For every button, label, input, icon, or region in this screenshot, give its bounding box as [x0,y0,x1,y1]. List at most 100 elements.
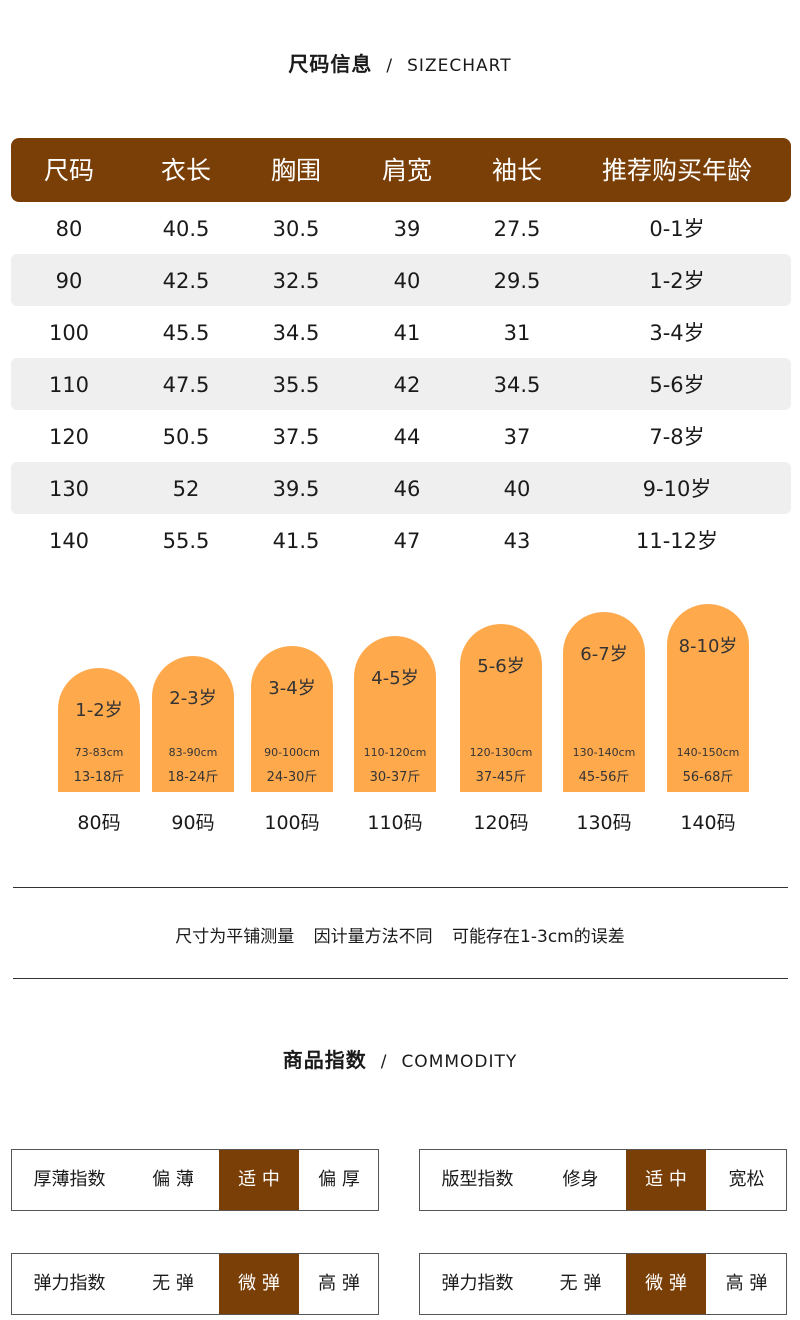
cell-size: 140 [48,529,90,553]
cell-shoulder: 41 [393,321,421,345]
size-card: 8-10岁 140-150cm 56-68斤 [667,604,749,792]
column-header-size: 尺码 [43,156,95,185]
commodity-title-zh: 商品指数 [282,1048,367,1072]
size-card: 6-7岁 130-140cm 45-56斤 [563,612,645,792]
sizechart-title-slash: / [386,56,394,76]
cell-sleeve: 37 [503,425,531,449]
table-row: 90 42.5 32.5 40 29.5 1-2岁 [11,254,791,306]
card-age: 6-7岁 [580,644,628,665]
cell-age: 9-10岁 [642,477,712,501]
index-option: 高 弹 [318,1273,360,1294]
column-header-age: 推荐购买年龄 [601,156,753,185]
card-weight-range: 18-24斤 [167,770,219,785]
size-card: 1-2岁 73-83cm 13-18斤 [58,668,140,792]
cell-length: 40.5 [162,217,210,241]
cell-chest: 35.5 [272,373,320,397]
card-height-range: 90-100cm [264,746,320,759]
cell-size: 130 [48,477,90,501]
cell-size: 110 [48,373,90,397]
divider-top [13,887,788,888]
index-option: 微 弹 [219,1254,299,1314]
index-option: 无 弹 [559,1273,602,1294]
cell-chest: 34.5 [272,321,320,345]
size-table-body: 80 40.5 30.5 39 27.5 0-1岁 90 42.5 32.5 40 29.5 1-2岁… [11,202,791,566]
card-height-range: 120-130cm [469,746,533,759]
card-age: 5-6岁 [477,656,525,677]
size-table-header: 尺码 衣长 胸围 肩宽 袖长 推荐购买年龄 [11,138,791,202]
commodity-title-en: COMMODITY [401,1052,518,1072]
cell-shoulder: 46 [393,477,421,501]
index-label: 弹力指数 [33,1273,106,1294]
index-label: 弹力指数 [441,1273,514,1294]
card-weight-range: 30-37斤 [369,770,421,785]
card-height-range: 130-140cm [572,746,636,759]
cell-shoulder: 42 [393,373,421,397]
size-card: 2-3岁 83-90cm 18-24斤 [152,656,234,792]
card-height-range: 140-150cm [676,746,740,759]
card-age: 2-3岁 [169,688,217,709]
sizechart-title-zh: 尺码信息 [288,52,373,76]
card-age: 8-10岁 [678,636,738,657]
index-label: 厚薄指数 [33,1169,106,1190]
card-weight-range: 45-56斤 [578,770,630,785]
cell-size: 90 [55,269,83,293]
table-row: 80 40.5 30.5 39 27.5 0-1岁 [11,202,791,254]
cell-size: 120 [48,425,90,449]
card-height-range: 73-83cm [74,746,124,759]
card-weight-range: 37-45斤 [475,770,527,785]
cell-chest: 37.5 [272,425,320,449]
cell-sleeve: 27.5 [493,217,541,241]
cell-age: 5-6岁 [649,373,705,397]
cell-chest: 32.5 [272,269,320,293]
card-size-label: 110码 [367,812,423,834]
card-age: 3-4岁 [268,678,316,699]
size-card: 3-4岁 90-100cm 24-30斤 [251,646,333,792]
index-option: 偏 厚 [318,1169,360,1190]
cell-shoulder: 39 [393,217,421,241]
column-header-length: 衣长 [160,156,212,185]
table-row: 110 47.5 35.5 42 34.5 5-6岁 [11,358,791,410]
card-weight-range: 56-68斤 [682,770,734,785]
commodity-title-slash: / [380,1052,388,1072]
cell-sleeve: 43 [503,529,531,553]
card-weight-range: 24-30斤 [266,770,318,785]
card-size-label: 120码 [473,812,529,834]
cell-age: 0-1岁 [649,217,705,241]
cell-chest: 41.5 [272,529,320,553]
card-age: 4-5岁 [371,668,419,689]
size-card: 5-6岁 120-130cm 37-45斤 [460,624,542,792]
card-height-range: 110-120cm [363,746,427,759]
cell-length: 50.5 [162,425,210,449]
card-size-label: 140码 [680,812,736,834]
card-size-label: 130码 [576,812,632,834]
index-option: 宽松 [728,1169,765,1190]
commodity-header: 商品指数 / COMMODITY [0,1044,800,1073]
sizechart-header: 尺码信息 / SIZECHART [0,48,800,77]
cell-size: 80 [55,217,83,241]
cell-length: 52 [172,477,200,501]
index-option: 无 弹 [152,1273,194,1294]
cell-age: 3-4岁 [649,321,705,345]
cell-shoulder: 40 [393,269,421,293]
cell-length: 47.5 [162,373,210,397]
cell-length: 42.5 [162,269,210,293]
index-box: 弹力指数 无 弹 微 弹高 弹 [11,1253,379,1315]
index-option: 适 中 [626,1150,706,1210]
cell-chest: 30.5 [272,217,320,241]
index-option: 修身 [562,1169,599,1190]
size-card: 4-5岁 110-120cm 30-37斤 [354,636,436,792]
column-header-shoulder: 肩宽 [381,156,433,185]
card-size-label: 100码 [264,812,320,834]
card-size-label: 90码 [171,812,215,834]
index-label: 版型指数 [441,1169,514,1190]
cell-age: 7-8岁 [649,425,705,449]
cell-length: 55.5 [162,529,210,553]
column-header-sleeve: 袖长 [491,156,543,185]
cell-age: 1-2岁 [649,269,705,293]
cell-sleeve: 34.5 [493,373,541,397]
cell-sleeve: 40 [503,477,531,501]
measure-note: 尺寸为平铺测量 因计量方法不同 可能存在1-3cm的误差 [175,927,625,947]
size-table: 尺码 衣长 胸围 肩宽 袖长 推荐购买年龄 80 40.5 30.5 39 27.5 0-1岁 90 4… [11,138,791,566]
index-option: 适 中 [219,1150,299,1210]
cell-shoulder: 47 [393,529,421,553]
